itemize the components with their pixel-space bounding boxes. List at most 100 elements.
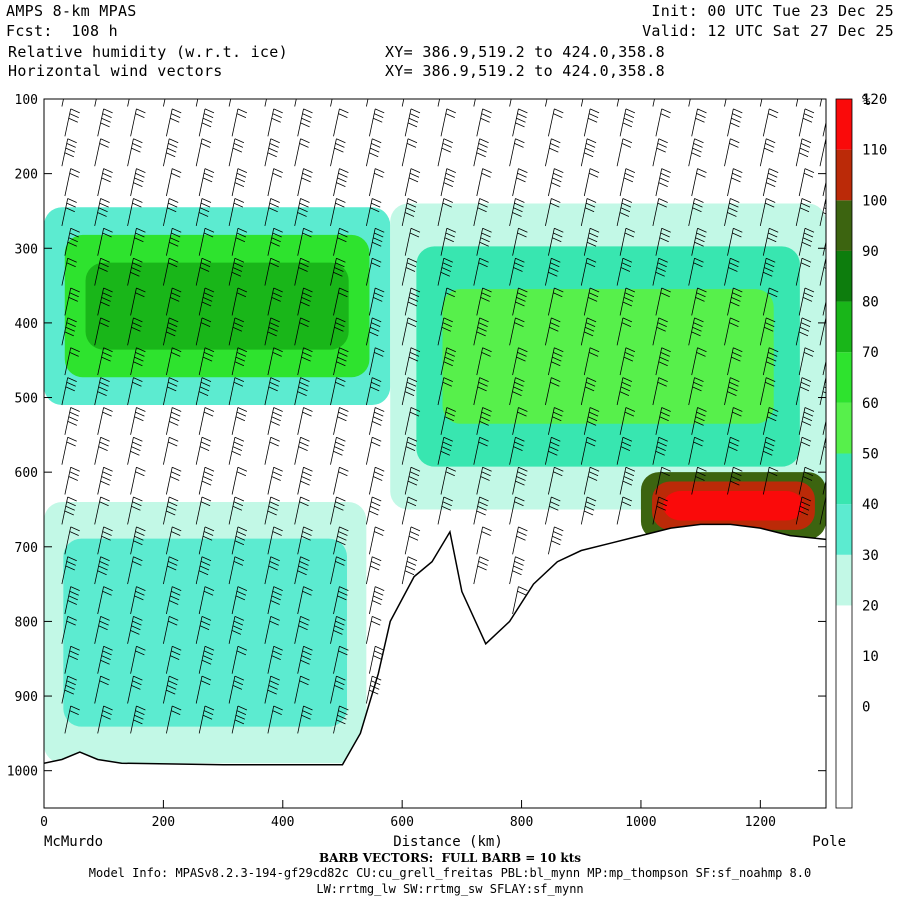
wind-barb [64,108,80,137]
wind-barb [294,198,310,226]
wind-barb [297,287,313,316]
wind-barb [688,377,704,406]
wind-barb [819,99,823,107]
wind-barb [688,198,704,226]
wind-barb [440,227,456,256]
wind-barb [330,436,346,465]
wind-barb [195,377,212,406]
wind-barb [655,227,671,256]
wind-barb [688,317,704,346]
wind-barb [545,99,548,107]
wind-barb [198,407,215,435]
wind-barb [294,377,310,406]
wind-barb [473,317,489,346]
wind-barb [509,377,525,406]
wind-barb [267,108,283,137]
wind-barb [619,287,636,316]
y-tick-label: 100 [15,93,38,108]
wind-barb [437,198,453,226]
y-tick-label: 800 [15,615,38,630]
wind-barb [163,138,179,167]
wind-barb [366,198,382,226]
wind-barb [762,347,779,376]
wind-barb [166,108,182,137]
wind-barb [163,675,179,704]
wind-barb [727,227,743,256]
wind-barb [691,168,707,197]
wind-barb [616,99,620,107]
wind-barb [727,347,743,376]
y-tick-label: 300 [15,242,38,257]
colorbar-label: 70 [862,345,879,361]
wind-barb [94,317,110,346]
wind-barb [473,496,489,525]
wind-barb [267,526,283,555]
wind-barb [762,466,779,495]
wind-barb [727,108,743,137]
rh-layer-1-2 [442,289,774,424]
wind-barb [440,168,456,197]
colorbar-cell [836,554,852,606]
wind-barb [691,108,707,137]
wind-barb [228,616,245,644]
wind-barb [330,496,346,525]
wind-barb [509,436,525,465]
wind-barb [198,287,215,316]
wind-barb [195,675,212,704]
wind-barb [652,317,668,346]
wind-barb [127,436,143,465]
wind-barb [580,317,597,346]
wind-barb [616,436,633,465]
wind-barb [61,317,77,346]
wind-barb [795,138,812,167]
colorbar-label: 100 [862,193,887,209]
wind-barb [476,466,492,495]
wind-barb [330,138,346,167]
wind-barb [198,526,215,555]
wind-barb [509,317,525,346]
wind-barb [61,436,77,465]
x-tick-label: 1000 [625,815,656,830]
wind-barb [476,526,492,555]
wind-barb [473,436,489,465]
wind-barb [798,347,815,376]
wind-barb [64,705,80,734]
wind-barb [195,99,199,107]
wind-barb [655,168,671,197]
wind-barb [333,586,349,615]
wind-barb [61,198,77,226]
wind-barb [509,99,512,107]
plot-frame [43,98,827,809]
wind-barb [476,168,492,197]
wind-barb [330,317,346,346]
wind-barb [61,496,77,525]
terrain-fill [44,524,826,808]
wind-barb [130,705,146,734]
wind-barb [545,257,561,286]
wind-barb [330,616,346,644]
wind-barb [330,675,346,704]
wind-barb [688,138,704,167]
wind-barb [369,526,385,555]
y-tick-label: 400 [15,317,38,332]
y-tick-label: 600 [15,466,38,481]
model-info-2: LW:rrtmg_lw SW:rrtmg_sw SFLAY:sf_mynn [316,882,584,896]
wind-barb [616,317,633,346]
wind-barb [61,556,77,585]
wind-barb [231,227,248,256]
wind-barb [819,138,826,167]
wind-barb [545,496,561,525]
wind-barb [198,705,215,734]
wind-barb [264,317,280,346]
wind-barb [94,556,110,585]
colorbar-cell [836,504,852,555]
wind-barb [64,168,80,197]
wind-barb [333,347,349,376]
wind-barb [473,556,489,585]
wind-barb [195,198,212,226]
wind-barb [94,496,110,525]
wind-barb [724,198,740,226]
rh-layer-0-2 [85,262,349,350]
wind-barb [94,377,110,406]
wind-barb [231,407,248,435]
